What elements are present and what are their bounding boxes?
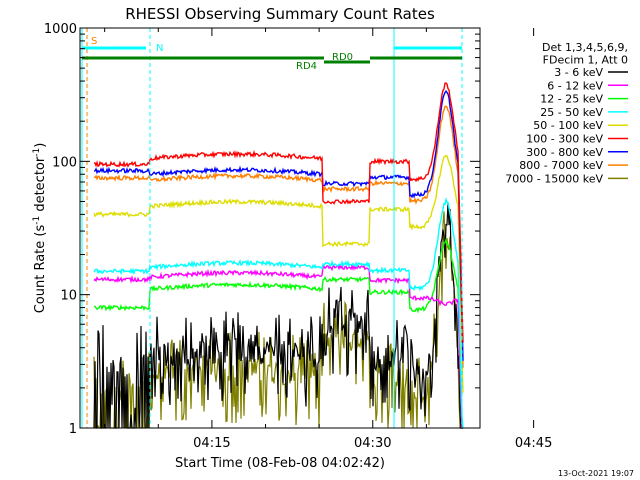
- legend-entry-label: 6 - 12 keV: [547, 79, 603, 92]
- legend: Det 1,3,4,5,6,9,FDecim 1, Att 03 - 6 keV…: [505, 41, 628, 185]
- legend-entry-label: 300 - 800 keV: [526, 146, 603, 159]
- series-line: [93, 154, 464, 393]
- series-line: [93, 263, 463, 429]
- annotation-layer: S N RD0 RD4: [81, 28, 463, 428]
- legend-entry-label: 7000 - 15000 keV: [505, 172, 603, 185]
- legend-entry-label: 800 - 7000 keV: [519, 159, 603, 172]
- annotation-n: N: [156, 43, 163, 54]
- legend-entry-label: 100 - 300 keV: [526, 133, 603, 146]
- y-tick-label: 100: [52, 155, 77, 170]
- y-tick-label: 10: [60, 289, 77, 304]
- legend-header: FDecim 1, Att 0: [543, 54, 628, 67]
- x-tick-label: 04:30: [354, 436, 391, 451]
- legend-entry-label: 3 - 6 keV: [554, 66, 603, 79]
- y-axis-label-part: Count Rate (s: [33, 225, 48, 314]
- series-line: [93, 202, 463, 429]
- legend-header: Det 1,3,4,5,6,9,: [542, 41, 628, 54]
- data-layer: [93, 82, 464, 429]
- x-tick-label: 04:45: [515, 436, 552, 451]
- y-axis: 1 10 100 1000: [44, 22, 480, 437]
- y-axis-label-part: detector: [33, 156, 48, 216]
- series-line: [93, 237, 463, 429]
- y-tick-label: 1: [69, 422, 77, 437]
- legend-entry-label: 12 - 25 keV: [540, 93, 603, 106]
- x-tick-label: 04:15: [193, 436, 230, 451]
- y-axis-label-exp: -1: [32, 216, 42, 225]
- series-line: [93, 105, 464, 368]
- legend-entry-label: 25 - 50 keV: [540, 106, 603, 119]
- footer-timestamp: 13-Oct-2021 19:07: [558, 469, 634, 478]
- annotation-rd4: RD4: [296, 61, 317, 72]
- y-axis-label-exp: -1: [32, 148, 42, 157]
- annotation-rd0: RD0: [332, 52, 353, 63]
- y-axis-label: Count Rate (s-1 detector-1): [32, 143, 48, 314]
- plot-frame: [79, 27, 481, 429]
- series-line: [93, 197, 464, 429]
- annotation-s: S: [91, 36, 97, 47]
- chart-title: RHESSI Observing Summary Count Rates: [125, 5, 435, 23]
- series-line: [94, 82, 464, 343]
- y-axis-label-part: ): [33, 143, 48, 148]
- legend-entry-label: 50 - 100 keV: [533, 119, 603, 132]
- y-tick-label: 1000: [44, 22, 77, 37]
- series-line: [93, 90, 464, 361]
- x-axis-label: Start Time (08-Feb-08 04:02:42): [175, 456, 385, 471]
